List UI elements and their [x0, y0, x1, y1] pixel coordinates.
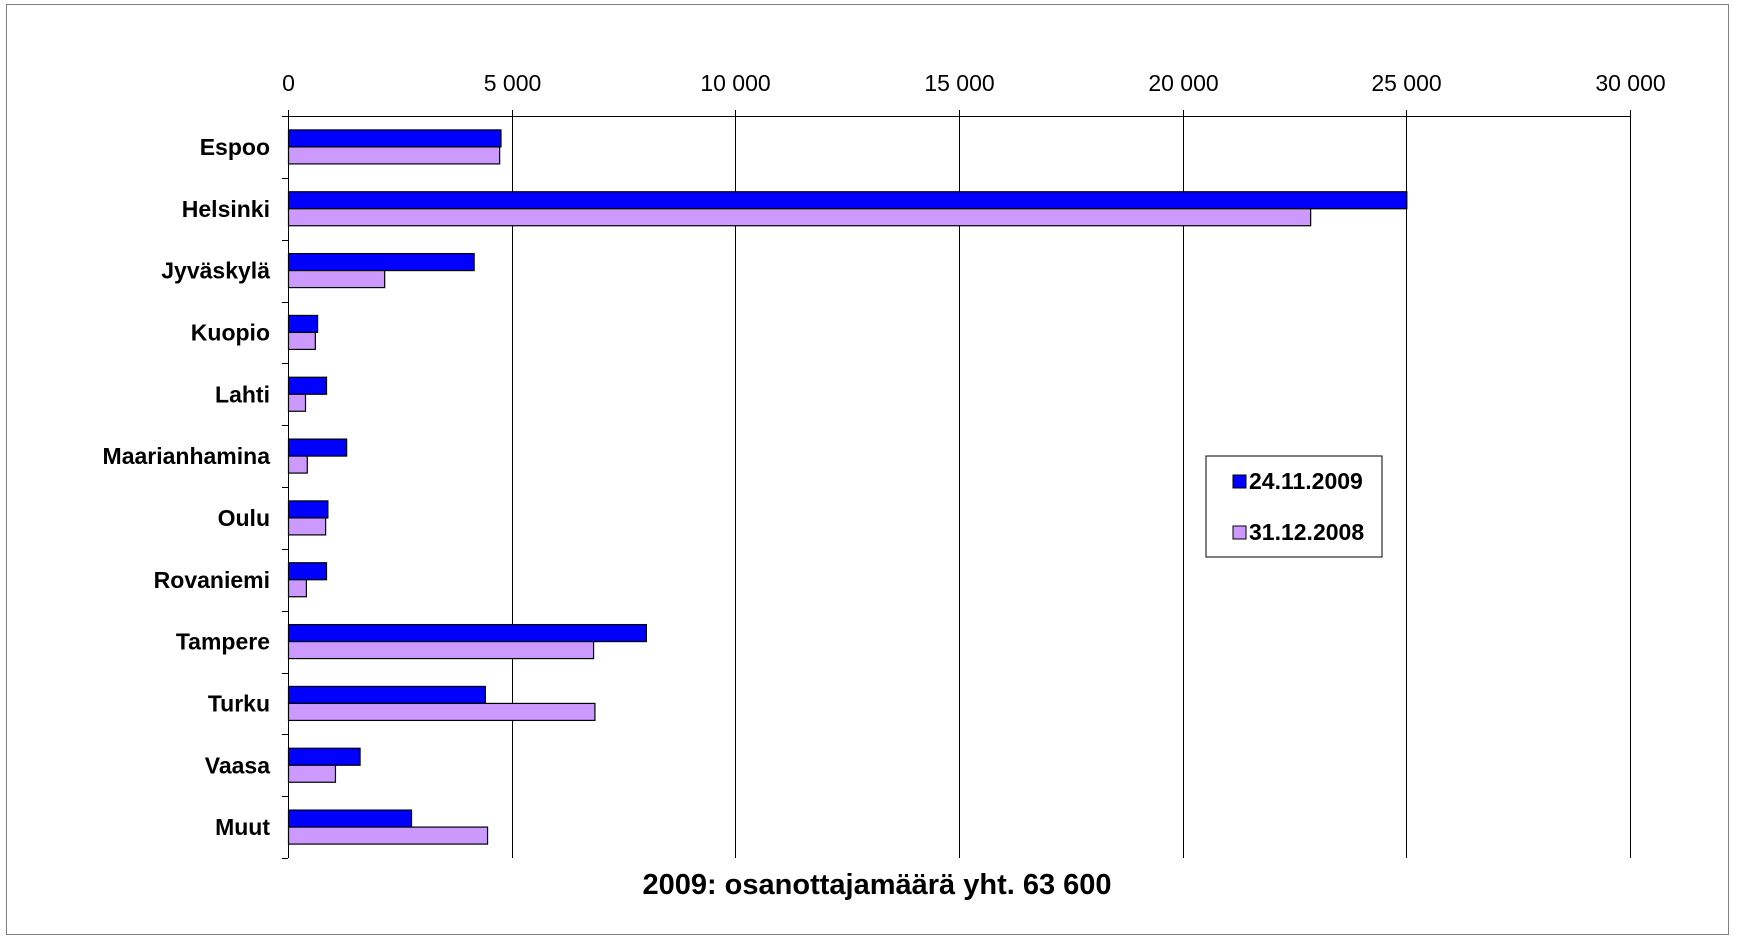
legend-swatch-2: [1232, 525, 1247, 540]
bar-series2: [287, 826, 489, 845]
bar-series1: [287, 129, 502, 148]
legend: 24.11.2009 31.12.2008: [1205, 455, 1383, 558]
category-label: Turku: [208, 690, 270, 716]
bar-series1: [287, 376, 328, 395]
bar-series2: [287, 269, 386, 289]
gridlines: [512, 116, 1631, 858]
bar-series2: [287, 702, 596, 722]
x-tick-label: 5 000: [484, 70, 542, 96]
bar-series1: [287, 500, 329, 519]
x-tick-labels: 0 5 000 10 000 15 000 20 000 25 000 30 000: [282, 70, 1666, 96]
category-label: Tampere: [176, 629, 270, 655]
bar-series1: [287, 623, 647, 643]
bar-series2: [287, 455, 308, 474]
category-label: Espoo: [200, 134, 270, 160]
bar-series1: [287, 809, 413, 828]
category-label: Kuopio: [191, 319, 270, 345]
x-tick-label: 0: [282, 70, 295, 96]
bar-series1: [287, 191, 1408, 210]
x-tick-label: 10 000: [700, 70, 770, 96]
bar-series2: [287, 517, 327, 536]
bar-chart: 0 5 000 10 000 15 000 20 000 25 000 30 000 Esp…: [103, 70, 1666, 901]
legend-label-1: 24.11.2009: [1249, 468, 1363, 494]
category-label: Oulu: [218, 505, 270, 531]
legend-swatch-1: [1232, 474, 1247, 489]
axes: [282, 110, 1631, 859]
category-label: Maarianhamina: [103, 443, 271, 469]
bar-series1: [287, 685, 486, 705]
bar-series1: [287, 314, 319, 334]
x-tick-label: 20 000: [1148, 70, 1218, 96]
bar-series2: [287, 764, 337, 783]
category-label: Lahti: [215, 381, 270, 407]
category-label: Jyväskylä: [161, 258, 270, 284]
bar-series1: [287, 438, 348, 457]
bar-series2: [287, 579, 307, 598]
legend-box: [1205, 455, 1383, 558]
category-labels: Espoo Helsinki Jyväskylä Kuopio Lahti Maarian…: [103, 134, 271, 840]
x-tick-label: 15 000: [924, 70, 994, 96]
bar-series2: [287, 331, 316, 351]
category-label: Rovaniemi: [154, 567, 270, 593]
chart-container: 0 5 000 10 000 15 000 20 000 25 000 30 000 Esp…: [6, 4, 1729, 935]
category-label: Helsinki: [182, 196, 270, 222]
category-label: Muut: [215, 814, 270, 840]
bar-series2: [287, 146, 501, 165]
bar-series2: [287, 640, 595, 660]
bar-series2: [287, 208, 1312, 227]
bar-series1: [287, 252, 475, 272]
bar-series2: [287, 393, 307, 412]
bar-series1: [287, 562, 328, 581]
x-tick-label: 30 000: [1595, 70, 1665, 96]
bar-series1: [287, 747, 361, 766]
bars: [287, 129, 1408, 845]
category-label: Vaasa: [205, 752, 270, 778]
legend-label-2: 31.12.2008: [1249, 519, 1364, 545]
x-tick-label: 25 000: [1371, 70, 1441, 96]
chart-caption: 2009: osanottajamäärä yht. 63 600: [642, 869, 1111, 901]
